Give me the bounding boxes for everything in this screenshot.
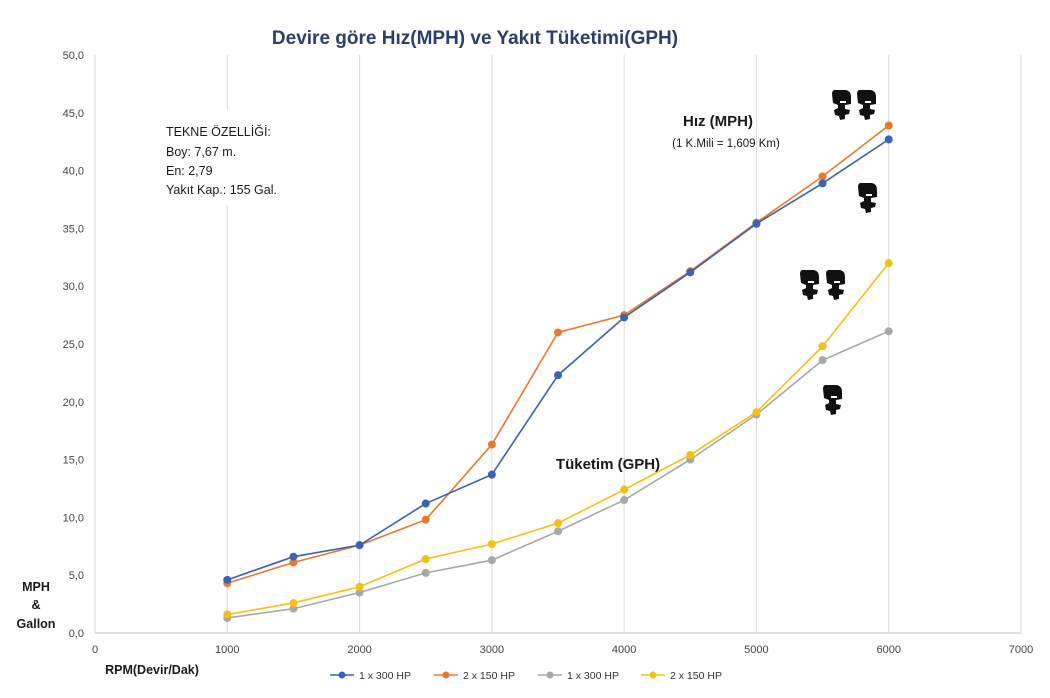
specs-line: Yakıt Kap.: 155 Gal.	[166, 183, 277, 197]
data-point	[223, 610, 232, 619]
data-point	[554, 527, 562, 536]
legend-item: 2 x 150 HP	[434, 670, 515, 682]
data-point	[884, 259, 893, 268]
x-tick-label: 3000	[480, 644, 504, 656]
specs-line: En: 2,79	[166, 164, 213, 178]
legend-swatch-marker	[546, 671, 554, 679]
legend: 1 x 300 HP 2 x 150 HP 1 x 300 HP 2 x 150 HP	[330, 670, 722, 682]
data-point	[355, 588, 364, 597]
series-line	[227, 138, 890, 581]
y-tick-label: 45,0	[63, 108, 84, 120]
y-axis-label-line: Gallon	[17, 617, 56, 631]
legend-label: 1 x 300 HP	[359, 670, 411, 682]
data-point	[487, 470, 496, 479]
legend-swatch-marker	[649, 671, 657, 679]
specs-background	[150, 110, 330, 205]
data-point	[289, 604, 298, 613]
x-tick-label: 7000	[1009, 644, 1033, 656]
x-tick-label: 5000	[744, 644, 768, 656]
data-point	[487, 440, 496, 449]
x-tick-labels: 0 1000 2000 3000 4000 5000 6000 7000	[92, 644, 1033, 656]
y-tick-label: 30,0	[63, 281, 84, 293]
data-point	[554, 371, 562, 380]
y-axis-label-line: MPH	[22, 580, 50, 594]
series-4	[223, 259, 893, 619]
speed-sublabel: (1 K.Mili = 1,609 Km)	[672, 138, 780, 150]
series	[223, 121, 893, 622]
speed-label: Hız (MPH)	[683, 113, 753, 130]
data-point	[818, 179, 827, 188]
y-tick-labels: 0,0 5,0 10,0 15,0 20,0 25,0 30,0 35,0 40,0 45,0 50…	[63, 50, 84, 640]
specs-heading: TEKNE ÖZELLİĞİ:	[166, 124, 271, 139]
data-point	[620, 485, 629, 494]
legend-item: 1 x 300 HP	[538, 670, 619, 682]
data-point	[884, 135, 893, 144]
x-tick-label: 1000	[215, 644, 239, 656]
data-point	[421, 555, 430, 564]
x-tick-label: 6000	[876, 644, 900, 656]
data-point	[818, 356, 827, 365]
data-point	[487, 539, 496, 548]
y-tick-label: 50,0	[63, 50, 84, 62]
data-point	[289, 558, 298, 567]
data-point	[554, 519, 562, 528]
y-tick-label: 20,0	[63, 397, 84, 409]
y-tick-label: 15,0	[63, 455, 84, 467]
legend-label: 2 x 150 HP	[670, 670, 722, 682]
x-tick-label: 2000	[347, 644, 371, 656]
x-axis-label: RPM(Devir/Dak)	[105, 663, 199, 677]
data-point	[752, 408, 761, 417]
x-tick-label: 4000	[612, 644, 636, 656]
data-point	[620, 313, 629, 322]
data-point	[818, 342, 827, 351]
data-point	[223, 575, 232, 584]
chart-title: Devire göre Hız(MPH) ve Yakıt Tüketimi(G…	[272, 28, 678, 49]
consumption-label: Tüketim (GPH)	[556, 456, 660, 473]
data-point	[818, 172, 827, 181]
y-tick-label: 35,0	[63, 223, 84, 235]
y-tick-label: 10,0	[63, 512, 84, 524]
y-tick-label: 25,0	[63, 339, 84, 351]
y-tick-label: 5,0	[69, 570, 84, 582]
legend-item: 2 x 150 HP	[641, 670, 722, 682]
y-axis-label-line: &	[31, 598, 40, 612]
series-1	[223, 135, 893, 584]
legend-label: 1 x 300 HP	[567, 670, 619, 682]
data-point	[554, 328, 562, 337]
data-point	[884, 327, 893, 336]
engine-icons	[800, 90, 877, 415]
x-tick-label: 0	[92, 644, 98, 656]
legend-swatch-marker	[442, 671, 450, 679]
outboard-motor-icon	[800, 270, 819, 300]
outboard-motor-icon	[823, 385, 842, 415]
legend-item: 1 x 300 HP	[330, 670, 411, 682]
data-point	[289, 598, 298, 607]
y-tick-label: 40,0	[63, 166, 84, 178]
data-point	[752, 219, 761, 228]
series-line	[227, 262, 890, 616]
data-point	[487, 556, 496, 565]
outboard-motor-icon	[826, 270, 845, 300]
outboard-motor-icon	[857, 90, 876, 120]
legend-label: 2 x 150 HP	[463, 670, 515, 682]
data-point	[421, 568, 430, 577]
data-point	[421, 515, 430, 524]
data-point	[620, 496, 629, 505]
data-point	[355, 541, 364, 550]
outboard-motor-icon	[858, 183, 877, 213]
outboard-motor-icon	[832, 90, 851, 120]
y-tick-label: 0,0	[69, 628, 84, 640]
legend-swatch-marker	[338, 671, 346, 679]
data-point	[884, 121, 893, 130]
specs-line: Boy: 7,67 m.	[166, 145, 236, 159]
data-point	[289, 552, 298, 561]
boat-specs-note: TEKNE ÖZELLİĞİ: Boy: 7,67 m. En: 2,79 Ya…	[150, 110, 330, 205]
data-point	[686, 450, 695, 459]
data-point	[686, 268, 695, 277]
data-point	[421, 499, 430, 508]
data-point	[355, 582, 364, 591]
